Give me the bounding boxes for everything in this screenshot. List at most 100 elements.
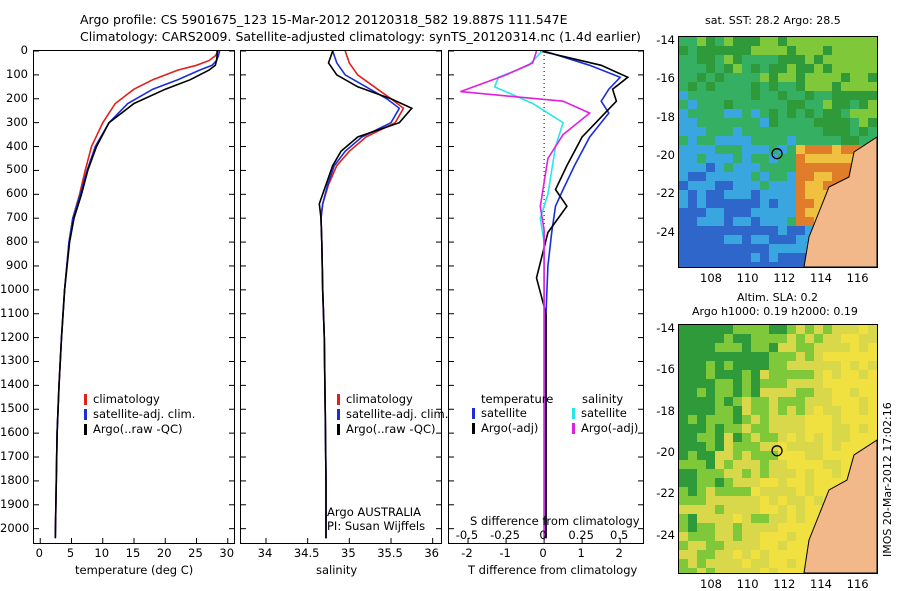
- series-line-argo-raw-qc-: [318, 51, 414, 539]
- map-cell: [688, 154, 697, 163]
- map-cell: [769, 415, 778, 424]
- map-cell: [724, 253, 733, 262]
- map-cell: [724, 181, 733, 190]
- map-cell: [841, 64, 850, 73]
- map-cell: [742, 514, 751, 523]
- map-cell: [769, 55, 778, 64]
- map-cell: [724, 100, 733, 109]
- depth-tick-label: 800: [6, 234, 28, 249]
- map-cell: [742, 55, 751, 64]
- map-cell: [787, 154, 796, 163]
- map-cell: [841, 172, 850, 181]
- map-cell: [724, 370, 733, 379]
- map-cell: [715, 226, 724, 235]
- map-cell: [706, 415, 715, 424]
- map-cell: [787, 442, 796, 451]
- map-cell: [697, 172, 706, 181]
- depth-tick-label: 1600: [0, 425, 30, 440]
- map-cell: [697, 478, 706, 487]
- sla-map-subtitle: Argo h1000: 0.19 h2000: 0.19: [692, 305, 858, 318]
- map-cell: [715, 163, 724, 172]
- map-cell: [679, 118, 688, 127]
- map-cell: [715, 100, 724, 109]
- map-cell: [715, 469, 724, 478]
- map-cell: [850, 127, 859, 136]
- map-cell: [778, 379, 787, 388]
- map-cell: [850, 136, 859, 145]
- legend-label: Argo(..raw -QC): [346, 422, 436, 436]
- map-cell: [724, 415, 733, 424]
- map-cell: [706, 451, 715, 460]
- map-cell: [751, 172, 760, 181]
- map-cell: [679, 91, 688, 100]
- map-cell: [760, 451, 769, 460]
- map-cell: [805, 352, 814, 361]
- map-cell: [787, 451, 796, 460]
- map-cell: [697, 154, 706, 163]
- depth-tick-label: 200: [6, 90, 28, 105]
- map-cell: [679, 154, 688, 163]
- map-cell: [715, 532, 724, 541]
- map-cell: [706, 496, 715, 505]
- map-cell: [814, 487, 823, 496]
- map-cell: [823, 163, 832, 172]
- map-cell: [751, 46, 760, 55]
- map-cell: [760, 496, 769, 505]
- map-cell: [706, 433, 715, 442]
- map-cell: [715, 262, 724, 267]
- map-cell: [715, 424, 724, 433]
- map-cell: [850, 46, 859, 55]
- map-cell: [859, 397, 868, 406]
- salinity-panel: [240, 50, 442, 544]
- x-tick-label: -2: [461, 546, 473, 560]
- map-cell: [814, 145, 823, 154]
- map-cell: [841, 118, 850, 127]
- series-line-argo-raw-qc-: [54, 51, 218, 539]
- map-cell: [778, 55, 787, 64]
- map-cell: [742, 217, 751, 226]
- map-cell: [814, 370, 823, 379]
- map-cell: [751, 460, 760, 469]
- map-cell: [715, 496, 724, 505]
- map-cell: [859, 370, 868, 379]
- legend-swatch-sat: [472, 408, 475, 419]
- map-cell: [823, 37, 832, 46]
- map-cell: [805, 46, 814, 55]
- map-cell: [841, 469, 850, 478]
- depth-tick-label: 1100: [0, 305, 30, 320]
- x-tick-label: 1: [577, 546, 585, 560]
- map-cell: [796, 442, 805, 451]
- map-cell: [724, 235, 733, 244]
- map-cell: [715, 127, 724, 136]
- argo-position-marker: [771, 445, 783, 457]
- map-lon-label: 116: [846, 577, 869, 591]
- map-cell: [751, 253, 760, 262]
- map-cell: [724, 64, 733, 73]
- map-cell: [706, 424, 715, 433]
- map-cell: [679, 559, 688, 568]
- map-cell: [796, 487, 805, 496]
- map-cell: [751, 325, 760, 334]
- map-cell: [796, 343, 805, 352]
- land-australia: [803, 136, 877, 267]
- map-cell: [805, 469, 814, 478]
- map-cell: [769, 568, 778, 573]
- map-cell: [706, 361, 715, 370]
- map-cell: [814, 424, 823, 433]
- map-cell: [697, 199, 706, 208]
- map-cell: [868, 118, 877, 127]
- map-cell: [850, 109, 859, 118]
- map-cell: [760, 334, 769, 343]
- map-cell: [724, 136, 733, 145]
- map-cell: [805, 109, 814, 118]
- map-cell: [859, 118, 868, 127]
- map-cell: [751, 226, 760, 235]
- map-cell: [742, 145, 751, 154]
- sst-map: [678, 36, 878, 268]
- map-cell: [796, 73, 805, 82]
- map-cell: [715, 550, 724, 559]
- map-cell: [733, 262, 742, 267]
- map-cell: [787, 406, 796, 415]
- map-cell: [787, 532, 796, 541]
- sla-map: [678, 324, 878, 574]
